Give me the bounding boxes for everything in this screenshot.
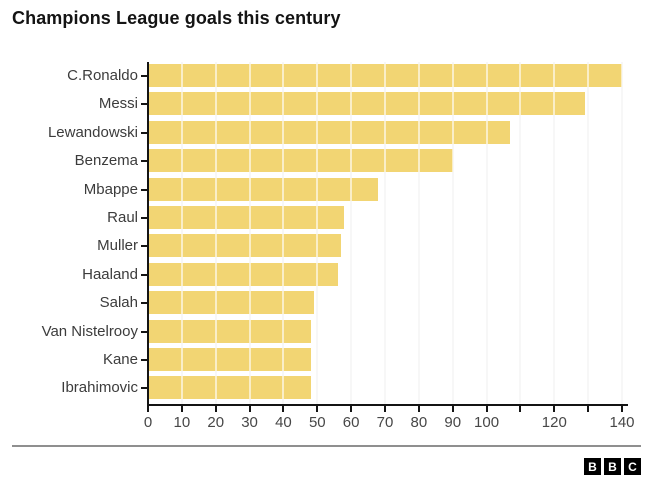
x-tick-label-30: 30: [241, 414, 258, 431]
x-tick-0: [147, 406, 149, 412]
gridline-overlay-120: [553, 62, 556, 404]
x-tick-70: [384, 406, 386, 412]
y-label-messi: Messi: [98, 95, 138, 113]
gridline-overlay-100: [485, 62, 488, 404]
bar-chart: C.Ronaldo Messi Lewandowski Benzema Mbappe Ra…: [0, 62, 658, 431]
x-tick-label-40: 40: [275, 414, 292, 431]
x-tick-80: [417, 406, 420, 412]
bar-benzema: [148, 149, 453, 173]
bar-kane: [148, 348, 311, 371]
bar-van-nistelrooy: [148, 319, 311, 343]
footer-divider: [12, 445, 641, 447]
y-tick: [141, 273, 147, 276]
y-tick: [141, 217, 147, 219]
x-tick-label-90: 90: [444, 414, 462, 431]
x-tick-label-140: 140: [609, 414, 635, 431]
y-label-kane: Kane: [102, 351, 138, 368]
x-tick-40: [282, 406, 285, 412]
x-axis-line: [147, 404, 628, 406]
x-tick-label-80: 80: [410, 414, 428, 431]
y-label-raul: Raul: [107, 209, 138, 226]
gridline-overlay-30: [248, 62, 251, 404]
x-tick-130: [587, 406, 590, 412]
x-tick-label-0: 0: [143, 414, 153, 431]
x-tick-110: [519, 406, 522, 412]
bar-ibrahimovic: [148, 376, 311, 400]
y-label-van-nistelrooy: Van Nistelrooy: [41, 322, 138, 340]
y-tick: [141, 245, 147, 248]
bbc-logo-block-1: B: [584, 458, 601, 475]
y-tick: [141, 103, 147, 106]
x-tick-label-60: 60: [342, 414, 360, 431]
y-tick: [141, 330, 147, 333]
y-label-benzema: Benzema: [74, 152, 138, 170]
gridline-overlay-50: [316, 62, 319, 404]
gridline-overlay-130: [587, 62, 590, 404]
y-tick: [141, 131, 147, 134]
y-axis-line: [147, 62, 149, 404]
y-tick: [141, 302, 147, 305]
gridline-overlay-90: [451, 62, 454, 404]
bar-salah: [148, 291, 314, 315]
gridline-overlay-140: [621, 62, 623, 404]
gridline-overlay-40: [282, 62, 285, 404]
y-label-c-ronaldo: C.Ronaldo: [67, 67, 138, 84]
bar-raul: [148, 206, 345, 229]
x-tick-120: [553, 406, 556, 412]
bar-lewandowski: [148, 120, 511, 144]
x-tick-140: [621, 406, 623, 412]
x-tick-label-70: 70: [376, 414, 394, 431]
bar-muller: [148, 234, 341, 258]
y-label-muller: Muller: [97, 237, 138, 255]
x-tick-10: [180, 406, 183, 412]
y-tick: [141, 188, 147, 191]
y-label-ibrahimovic: Ibrahimovic: [61, 379, 138, 397]
x-tick-label-20: 20: [207, 414, 225, 431]
x-tick-30: [248, 406, 251, 412]
x-tick-50: [316, 406, 319, 412]
bbc-logo-block-2: B: [604, 458, 621, 475]
bbc-logo-block-3: C: [624, 458, 641, 475]
y-tick: [141, 387, 147, 390]
y-label-lewandowski: Lewandowski: [47, 123, 138, 141]
bar-mbappe: [148, 177, 379, 201]
gridline-overlay-20: [214, 62, 217, 404]
gridline-overlay-10: [180, 62, 183, 404]
bar-messi: [148, 92, 585, 116]
x-tick-90: [451, 406, 454, 412]
gridline-overlay-60: [350, 62, 353, 404]
y-label-salah: Salah: [99, 294, 138, 312]
x-tick-label-10: 10: [173, 414, 191, 431]
x-tick-60: [350, 406, 353, 412]
gridline-overlay-110: [519, 62, 522, 404]
x-tick-label-100: 100: [474, 414, 500, 431]
bar-haaland: [148, 262, 338, 286]
x-tick-20: [214, 406, 217, 412]
gridline-overlay-80: [417, 62, 420, 404]
y-label-haaland: Haaland: [82, 265, 138, 283]
x-tick-label-50: 50: [308, 414, 326, 431]
x-tick-100: [485, 406, 488, 412]
y-tick: [141, 359, 147, 361]
x-tick-label-120: 120: [541, 414, 567, 431]
y-tick: [141, 160, 147, 163]
y-axis-labels: C.Ronaldo Messi Lewandowski Benzema Mbappe Ra…: [0, 62, 138, 405]
y-tick: [141, 75, 147, 77]
gridline-overlay-70: [384, 62, 386, 404]
plot-area: 0 10 20 30 40 50 60 70 80 90 100 120 140: [141, 62, 638, 431]
y-label-mbappe: Mbappe: [83, 180, 138, 198]
chart-title: Champions League goals this century: [12, 8, 341, 28]
